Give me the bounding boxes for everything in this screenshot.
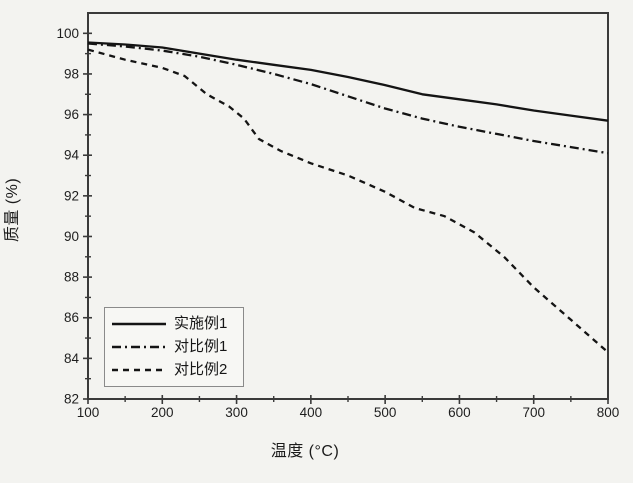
y-axis-title: 质量 (%) [4,177,21,243]
legend-item: 对比例1 [111,335,237,358]
svg-text:94: 94 [64,148,80,163]
svg-text:500: 500 [374,405,397,420]
svg-text:200: 200 [151,405,174,420]
svg-text:100: 100 [56,26,79,41]
svg-text:98: 98 [64,66,79,81]
legend-item: 实施例1 [111,312,237,335]
svg-text:700: 700 [522,405,545,420]
svg-text:96: 96 [64,107,79,122]
svg-text:600: 600 [448,405,471,420]
x-axis-title: 温度 (°C) [270,443,340,460]
legend-label: 实施例1 [174,315,228,332]
svg-text:82: 82 [64,392,79,407]
svg-text:400: 400 [300,405,323,420]
svg-text:300: 300 [225,405,248,420]
svg-text:88: 88 [64,270,79,285]
legend: 实施例1 对比例1 对比例2 [104,307,244,387]
dashed-line-sample-icon [112,368,166,371]
svg-text:90: 90 [64,229,79,244]
svg-text:86: 86 [64,310,79,325]
solid-line-sample-icon [112,322,166,325]
svg-text:100: 100 [77,405,100,420]
legend-label: 对比例2 [174,361,228,378]
legend-item: 对比例2 [111,358,237,381]
svg-text:84: 84 [64,351,80,366]
dash-dot-line-sample-icon [112,345,166,348]
svg-text:800: 800 [597,405,620,420]
legend-label: 对比例1 [174,338,228,355]
svg-text:92: 92 [64,188,79,203]
